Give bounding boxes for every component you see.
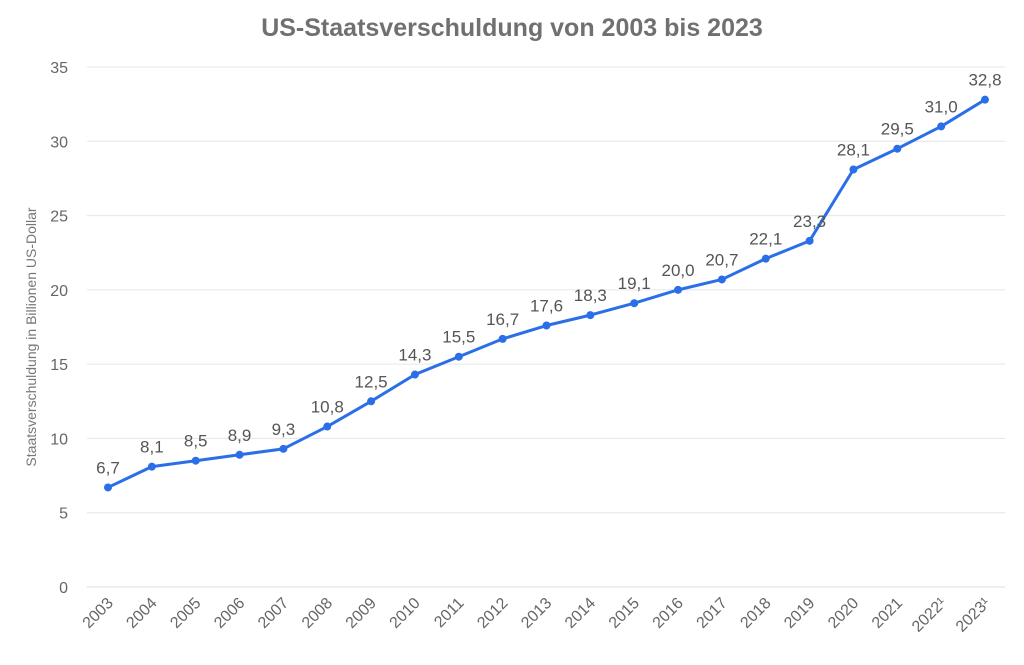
x-tick-label: 2014 bbox=[562, 595, 599, 632]
data-point bbox=[717, 275, 726, 284]
data-label: 19,1 bbox=[618, 274, 651, 293]
x-tick-label: 2003 bbox=[80, 595, 117, 632]
x-tick-label: 2004 bbox=[123, 595, 160, 632]
data-point bbox=[981, 95, 989, 104]
data-point bbox=[805, 236, 814, 245]
x-tick-label: 2013 bbox=[518, 595, 555, 632]
data-point bbox=[498, 334, 507, 343]
x-tick-label: 2021 bbox=[869, 595, 906, 632]
data-point bbox=[367, 397, 376, 406]
data-point bbox=[191, 456, 200, 465]
data-point bbox=[104, 483, 112, 492]
x-tick-label: 2022¹ bbox=[909, 595, 950, 636]
data-label: 29,5 bbox=[881, 120, 914, 139]
x-tick-label: 2010 bbox=[387, 595, 424, 632]
data-label: 8,5 bbox=[184, 432, 208, 451]
x-tick-label: 2016 bbox=[650, 595, 687, 632]
data-label: 32,8 bbox=[968, 71, 1001, 90]
x-tick-label: 2017 bbox=[694, 595, 731, 632]
data-label: 31,0 bbox=[925, 97, 958, 116]
data-point bbox=[235, 450, 244, 459]
data-point bbox=[147, 462, 156, 471]
y-tick-label: 30 bbox=[50, 134, 68, 151]
x-tick-label: 2011 bbox=[431, 595, 467, 631]
data-label: 12,5 bbox=[355, 372, 388, 391]
data-label: 15,5 bbox=[442, 328, 475, 347]
data-label: 20,0 bbox=[662, 261, 695, 280]
data-label: 9,3 bbox=[272, 420, 296, 439]
data-point bbox=[630, 299, 639, 308]
y-tick-label: 20 bbox=[50, 283, 68, 300]
data-point bbox=[323, 422, 332, 431]
x-tick-label: 2018 bbox=[737, 595, 774, 632]
data-label: 14,3 bbox=[398, 346, 431, 365]
x-tick-label: 2023¹ bbox=[953, 595, 994, 636]
data-label: 28,1 bbox=[837, 141, 870, 160]
data-label: 20,7 bbox=[705, 250, 738, 269]
data-point bbox=[674, 285, 683, 294]
x-tick-label: 2015 bbox=[606, 595, 643, 632]
x-tick-label: 2007 bbox=[255, 595, 292, 632]
data-point bbox=[279, 444, 288, 453]
data-point bbox=[410, 370, 419, 379]
y-tick-label: 15 bbox=[50, 357, 68, 374]
y-tick-label: 10 bbox=[50, 431, 68, 448]
y-tick-label: 25 bbox=[50, 209, 68, 226]
x-tick-label: 2006 bbox=[211, 595, 248, 632]
x-tick-label: 2005 bbox=[167, 595, 204, 632]
data-label: 10,8 bbox=[311, 398, 344, 417]
y-tick-label: 5 bbox=[59, 506, 68, 523]
x-tick-label: 2019 bbox=[781, 595, 818, 632]
data-label: 8,9 bbox=[228, 426, 252, 445]
y-tick-label: 0 bbox=[59, 580, 68, 597]
data-label: 8,1 bbox=[140, 438, 164, 457]
chart-title: US-Staatsverschuldung von 2003 bis 2023 bbox=[261, 14, 763, 42]
data-point bbox=[542, 321, 551, 330]
data-label: 23,3 bbox=[793, 212, 826, 231]
data-label: 6,7 bbox=[96, 458, 120, 477]
y-tick-label: 35 bbox=[50, 60, 68, 77]
data-point bbox=[586, 311, 595, 320]
x-tick-label: 2012 bbox=[474, 595, 511, 632]
data-label: 22,1 bbox=[749, 230, 782, 249]
x-tick-label: 2008 bbox=[299, 595, 336, 632]
data-label: 18,3 bbox=[574, 286, 607, 305]
y-axis-label: Staatsverschuldung in Billionen US-Dolla… bbox=[23, 207, 39, 466]
data-point bbox=[937, 122, 946, 131]
data-label: 17,6 bbox=[530, 297, 563, 316]
x-tick-label: 2020 bbox=[825, 595, 862, 632]
data-label: 16,7 bbox=[486, 310, 519, 329]
data-point bbox=[761, 254, 770, 263]
data-point bbox=[893, 144, 902, 153]
data-point bbox=[454, 352, 463, 361]
x-tick-label: 2009 bbox=[343, 595, 380, 632]
data-point bbox=[849, 165, 858, 174]
